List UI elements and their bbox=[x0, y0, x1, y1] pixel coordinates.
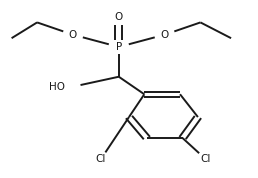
Text: O: O bbox=[161, 30, 169, 40]
Text: O: O bbox=[69, 30, 77, 40]
Text: O: O bbox=[115, 12, 123, 22]
Text: Cl: Cl bbox=[200, 154, 211, 164]
Text: HO: HO bbox=[49, 82, 65, 92]
Text: P: P bbox=[116, 42, 122, 52]
Text: Cl: Cl bbox=[96, 154, 106, 164]
